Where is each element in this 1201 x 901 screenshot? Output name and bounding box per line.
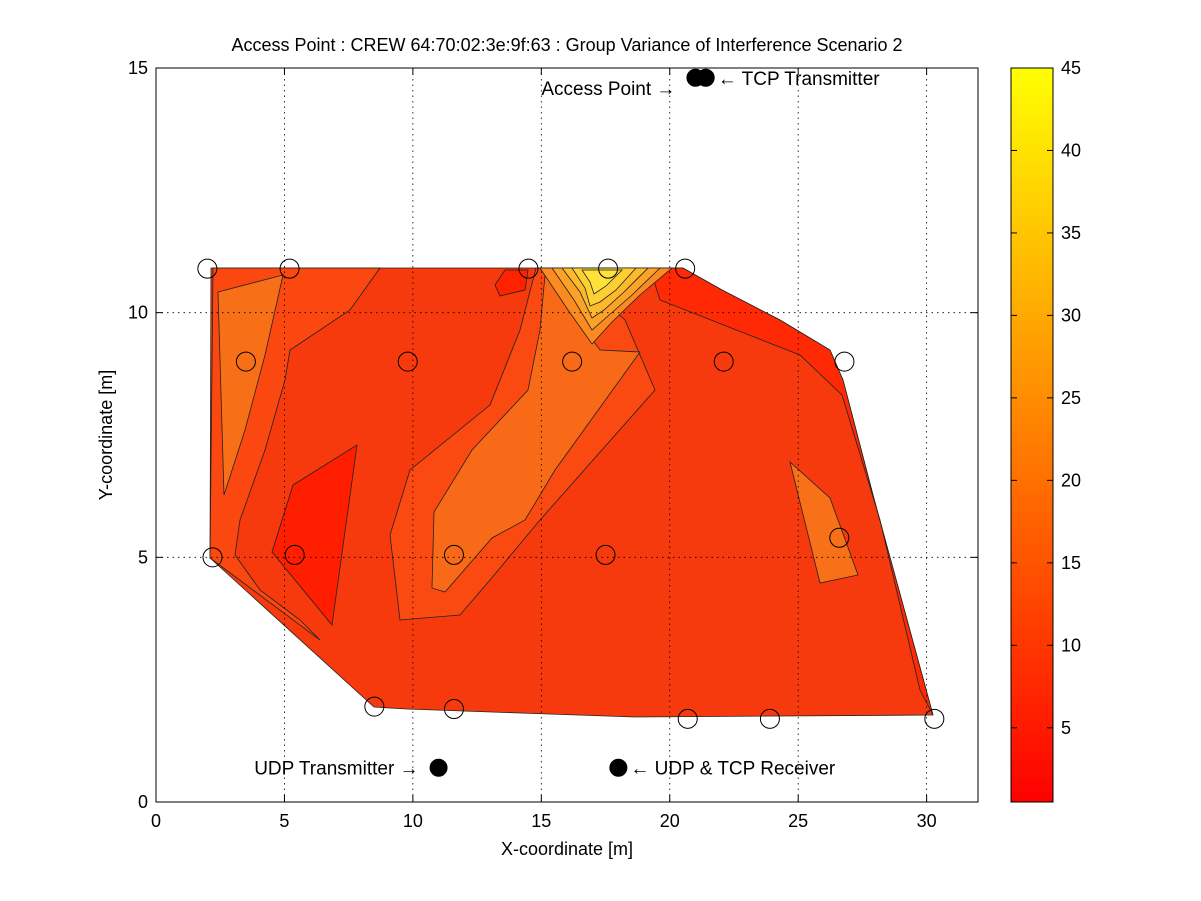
measurement-point bbox=[759, 708, 780, 729]
colorbar-ticks: 5 10 15 20 25 30 35 40 45 bbox=[1011, 58, 1081, 738]
contour-region-center-ridge bbox=[431, 273, 641, 593]
contour-fill bbox=[209, 267, 934, 718]
measurement-point bbox=[834, 351, 855, 372]
grid-lines bbox=[156, 68, 978, 802]
measurement-point bbox=[713, 351, 734, 372]
device-marker bbox=[429, 758, 448, 777]
contour-region-top-left-spot bbox=[494, 269, 529, 297]
colorbar-tick-label: 20 bbox=[1061, 470, 1081, 490]
device-label: ← TCP Transmitter bbox=[718, 69, 881, 90]
device-markers: Access Point → ← TCP Transmitter UDP Trans… bbox=[254, 68, 881, 780]
x-tick-label: 15 bbox=[531, 811, 551, 831]
y-axis-label: Y-coordinate [m] bbox=[96, 370, 116, 500]
colorbar-tick-label: 5 bbox=[1061, 718, 1071, 738]
measurement-point bbox=[235, 351, 256, 372]
contour-region-left-strip bbox=[217, 274, 284, 496]
measurement-point bbox=[364, 696, 385, 717]
measurement-points bbox=[197, 258, 945, 729]
colorbar-tick-label: 35 bbox=[1061, 223, 1081, 243]
measurement-point bbox=[443, 544, 464, 565]
measurement-point bbox=[677, 708, 698, 729]
x-tick-label: 20 bbox=[660, 811, 680, 831]
device-marker bbox=[609, 758, 628, 777]
measurement-point bbox=[924, 708, 945, 729]
x-tick-label: 10 bbox=[403, 811, 423, 831]
y-tick-label: 5 bbox=[138, 547, 148, 567]
x-tick-label: 5 bbox=[279, 811, 289, 831]
colorbar bbox=[1010, 67, 1054, 803]
device-label: Access Point → bbox=[541, 79, 675, 100]
measurement-point bbox=[595, 544, 616, 565]
contour-region-left-pocket bbox=[271, 444, 358, 626]
measurement-point bbox=[562, 351, 583, 372]
contour-region-right-band bbox=[649, 267, 934, 716]
colorbar-tick-label: 40 bbox=[1061, 140, 1081, 160]
colorbar-tick-label: 15 bbox=[1061, 553, 1081, 573]
axes-frame bbox=[155, 67, 979, 803]
measurement-point bbox=[202, 547, 223, 568]
measurement-point bbox=[197, 258, 218, 279]
device-label: ← UDP & TCP Receiver bbox=[630, 759, 836, 780]
chart-title: Access Point : CREW 64:70:02:3e:9f:63 : … bbox=[231, 35, 902, 55]
x-tick-label: 0 bbox=[151, 811, 161, 831]
measurement-point bbox=[829, 527, 850, 548]
measurement-point bbox=[284, 544, 305, 565]
y-tick-label: 10 bbox=[128, 303, 148, 323]
device-label: UDP Transmitter → bbox=[254, 759, 418, 780]
y-tick-label: 0 bbox=[138, 792, 148, 812]
contour-peak-l5 bbox=[581, 269, 623, 295]
measurement-point bbox=[518, 258, 539, 279]
device-marker bbox=[696, 68, 715, 87]
colorbar-tick-label: 30 bbox=[1061, 305, 1081, 325]
measurement-point bbox=[279, 258, 300, 279]
y-tick-label: 15 bbox=[128, 58, 148, 78]
axis-ticks: 0 5 10 15 20 25 30 0 5 10 15 bbox=[128, 58, 978, 831]
x-tick-label: 25 bbox=[788, 811, 808, 831]
measurement-point bbox=[675, 258, 696, 279]
colorbar-tick-label: 45 bbox=[1061, 58, 1081, 78]
contour-region-right-pocket bbox=[789, 460, 859, 584]
measurement-point bbox=[397, 351, 418, 372]
colorbar-tick-label: 10 bbox=[1061, 635, 1081, 655]
measurement-point bbox=[443, 699, 464, 720]
x-axis-label: X-coordinate [m] bbox=[501, 839, 633, 859]
x-tick-label: 30 bbox=[917, 811, 937, 831]
colorbar-tick-label: 25 bbox=[1061, 388, 1081, 408]
measurement-point bbox=[598, 258, 619, 279]
